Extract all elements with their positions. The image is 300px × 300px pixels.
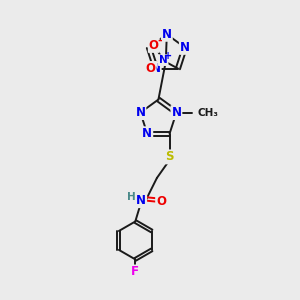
Text: O: O: [149, 39, 159, 52]
Text: O: O: [146, 62, 156, 75]
Text: N: N: [159, 55, 168, 65]
Text: N: N: [135, 106, 146, 119]
Text: O: O: [156, 195, 166, 208]
Text: -: -: [158, 36, 162, 46]
Text: N: N: [171, 106, 182, 119]
Text: CH₃: CH₃: [197, 108, 218, 118]
Text: N: N: [151, 62, 161, 75]
Text: H: H: [127, 192, 136, 202]
Text: +: +: [164, 50, 172, 61]
Text: S: S: [165, 150, 174, 164]
Text: N: N: [136, 194, 146, 207]
Text: N: N: [180, 41, 190, 54]
Text: F: F: [131, 266, 139, 278]
Text: N: N: [162, 28, 172, 41]
Text: N: N: [142, 127, 152, 140]
